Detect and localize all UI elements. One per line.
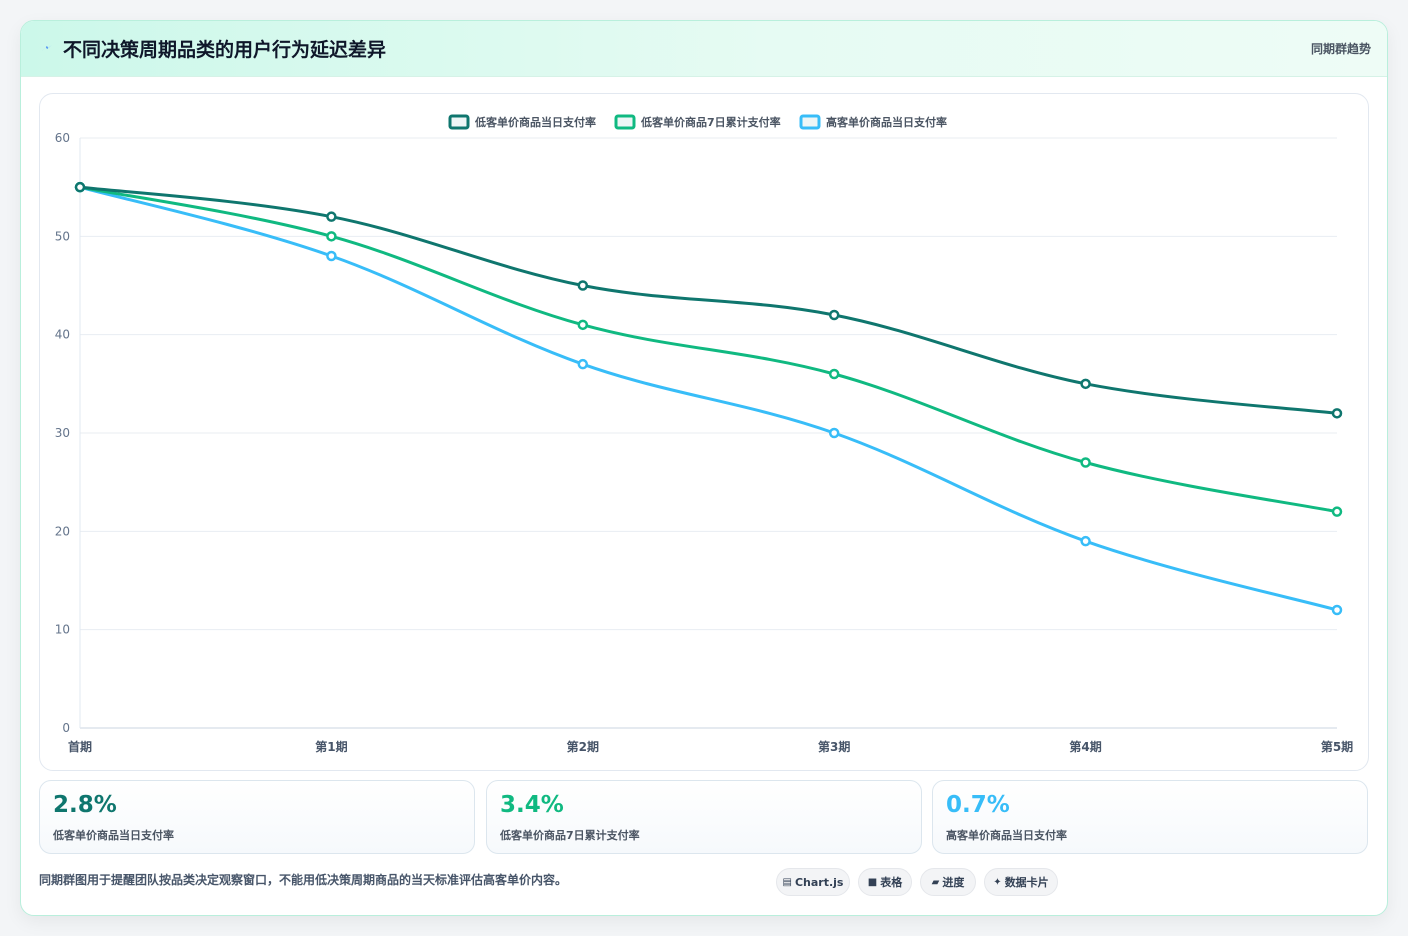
stat-value: 0.7%: [946, 792, 1010, 818]
stat-card-3: 0.7% 高客单价商品当日支付率: [932, 780, 1368, 854]
pill-label: Chart.js: [794, 875, 844, 889]
lightning-icon: [42, 45, 52, 51]
y-tick-label: 10: [55, 623, 70, 637]
data-point: [1080, 378, 1091, 390]
data-point: [1080, 457, 1091, 468]
data-point: [828, 427, 840, 439]
series-line: [78, 185, 1339, 514]
pill-chartjs[interactable]: ▤ Chart.js: [776, 868, 850, 896]
stat-label: 高客单价商品当日支付率: [946, 829, 1067, 842]
page-title: 不同决策周期品类的用户行为延迟差异: [63, 39, 387, 61]
x-tick-label: 第5期: [1321, 739, 1353, 754]
data-point: [326, 211, 337, 222]
y-tick-label: 0: [62, 721, 70, 735]
pill-progress[interactable]: ▰ 进度: [920, 868, 976, 896]
pill-label: 进度: [942, 876, 965, 889]
series-line: [78, 185, 1339, 612]
data-point: [1331, 604, 1343, 616]
legend-label: 低客单价商品当日支付率: [474, 115, 596, 129]
legend-label: 高客单价商品当日支付率: [826, 115, 947, 129]
stat-label: 低客单价商品当日支付率: [53, 829, 174, 842]
y-tick-label: 60: [55, 131, 70, 145]
data-point: [74, 181, 86, 193]
progress-icon: ▰: [931, 876, 940, 888]
stat-card-2: 3.4% 低客单价商品7日累计支付率: [486, 780, 922, 854]
x-tick-label: 首期: [68, 739, 92, 754]
legend-swatch: [614, 114, 636, 130]
data-point: [828, 309, 840, 321]
pill-table[interactable]: ■ 表格: [858, 868, 912, 896]
y-tick-label: 40: [55, 328, 70, 342]
stat-value: 2.8%: [53, 792, 117, 818]
series-line: [78, 185, 1339, 415]
data-point: [1080, 535, 1091, 547]
chart-panel: 0 10 20 30 40 50 60 首期 第1期 第2期 第3期 第4期 第5期 低客单价商品当日支付…: [39, 93, 1369, 771]
line-chart: 0 10 20 30 40 50 60 首期 第1期 第2期 第3期 第4期 第5期 低客单价商品当日支付…: [55, 114, 1353, 754]
legend-label: 低客单价商品7日累计支付率: [640, 115, 781, 129]
legend-swatch: [799, 114, 821, 130]
data-point: [577, 358, 589, 370]
x-tick-label: 第3期: [818, 739, 850, 754]
pill-data-card[interactable]: ✦ 数据卡片: [984, 868, 1058, 896]
table-icon: ■: [867, 876, 878, 888]
card-header: 不同决策周期品类的用户行为延迟差异 同期群趋势: [21, 21, 1387, 77]
y-tick-label: 50: [55, 229, 70, 243]
x-tick-label: 第2期: [567, 739, 599, 754]
x-tick-label: 第4期: [1069, 739, 1101, 754]
data-point: [577, 280, 589, 291]
chart-icon: ▤: [782, 876, 792, 888]
header-tag: 同期群趋势: [1310, 42, 1371, 56]
y-tick-label: 20: [55, 524, 70, 538]
data-card-icon: ✦: [993, 876, 1002, 888]
stat-card-1: 2.8% 低客单价商品当日支付率: [39, 780, 475, 854]
pill-label: 数据卡片: [1004, 876, 1049, 889]
stat-value: 3.4%: [500, 792, 564, 818]
data-point: [326, 231, 337, 242]
data-point: [828, 368, 840, 380]
data-point: [1331, 408, 1343, 419]
data-point: [577, 319, 589, 331]
x-tick-label: 第1期: [315, 739, 347, 754]
data-point: [326, 250, 337, 262]
data-point: [1331, 506, 1343, 517]
footnote: 同期群图用于提醒团队按品类决定观察窗口，不能用低决策周期商品的当天标准评估高客单…: [39, 873, 568, 887]
stat-label: 低客单价商品7日累计支付率: [500, 829, 640, 842]
legend-swatch: [448, 114, 470, 130]
chart-card: 不同决策周期品类的用户行为延迟差异 同期群趋势 0 10 20 30 40 50 60 首期 第…: [20, 20, 1388, 916]
pill-label: 表格: [880, 876, 903, 889]
y-tick-label: 30: [55, 426, 70, 440]
